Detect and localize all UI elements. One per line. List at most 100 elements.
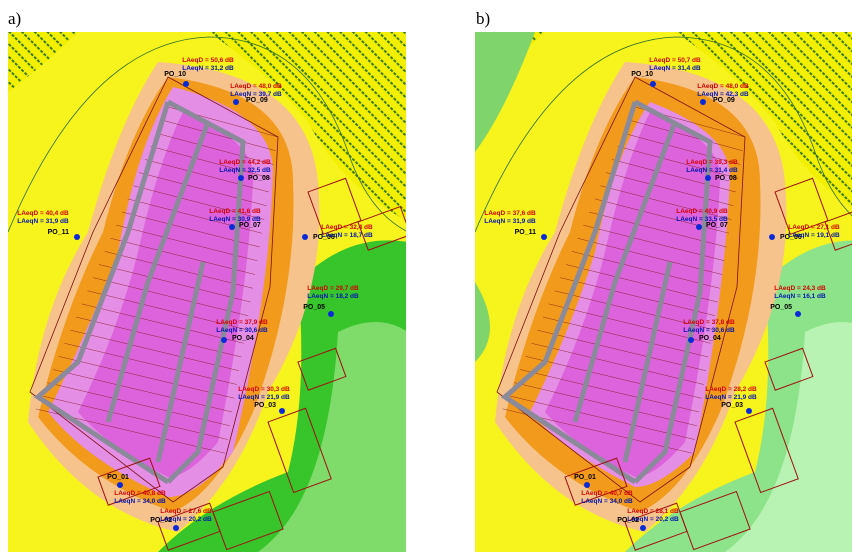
plot-outline — [496, 76, 746, 503]
day-level: LAeqD = 40,8 dB — [114, 490, 166, 497]
receptor-name: PO_09 — [713, 97, 735, 104]
parcel-line — [537, 329, 707, 371]
parcel-line — [554, 290, 713, 330]
night-level: LAeqN = 34,0 dB — [581, 498, 633, 505]
day-level: LAeqD = 24,3 dB — [774, 285, 826, 292]
day-level: LAeqD = 27,1 dB — [788, 224, 840, 231]
parcel-line — [600, 185, 732, 220]
receptor-point — [705, 175, 711, 181]
receptor-name: PO_02 — [150, 517, 172, 524]
night-level: LAeqN = 20,2 dB — [160, 516, 212, 523]
road — [500, 99, 713, 485]
receptor-point — [229, 224, 235, 230]
day-level: LAeqD = 44,2 dB — [219, 159, 271, 166]
receptor-name: PO_11 — [515, 229, 537, 236]
day-level: LAeqD = 29,7 dB — [307, 285, 359, 292]
building-lot — [764, 347, 814, 391]
receptor-name: PO_10 — [631, 71, 653, 78]
parcel-line — [150, 146, 272, 179]
parcel-line — [514, 382, 697, 426]
receptor-point — [302, 234, 308, 240]
parcel-line — [617, 146, 739, 179]
panel-label: a) — [8, 9, 21, 28]
day-level: LAeqD = 41,6 dB — [209, 208, 261, 215]
parcel-line — [162, 119, 276, 151]
parcel-line — [47, 382, 230, 426]
receptor-name: PO_01 — [107, 474, 129, 481]
night-level: LAeqN = 31,9 dB — [17, 218, 69, 225]
receptor-point — [279, 408, 285, 414]
receptor-point — [328, 311, 334, 317]
parcel-line — [571, 251, 720, 289]
receptor-name: PO_04 — [232, 335, 254, 342]
night-level: LAeqN = 34,0 dB — [114, 498, 166, 505]
night-level: LAeqN = 31,9 dB — [484, 218, 536, 225]
building-lot — [267, 407, 332, 494]
hatched-zone — [8, 32, 78, 92]
receptor-point — [238, 175, 244, 181]
green-zone-light — [725, 322, 852, 552]
parcel-line — [75, 316, 242, 358]
receptor-point — [221, 337, 227, 343]
parcel-line — [629, 119, 743, 151]
parcel-line — [58, 356, 235, 399]
night-level: LAeqN = 20,2 dB — [627, 516, 679, 523]
receptor-name: PO_11 — [48, 229, 70, 236]
day-level: LAeqD = 50,7 dB — [649, 57, 701, 64]
parcel-line — [93, 277, 249, 316]
night-level: LAeqN = 18,2 dB — [307, 293, 359, 300]
building-lot — [297, 347, 347, 391]
day-level: LAeqD = 32,4 dB — [321, 224, 373, 231]
parcel-line — [531, 343, 704, 385]
receptor-name: PO_01 — [574, 474, 596, 481]
receptor-name: PO_06 — [313, 234, 335, 241]
parcel-line — [133, 185, 265, 220]
receptor-point — [183, 81, 189, 87]
day-level: LAeqD = 37,8 dB — [683, 319, 735, 326]
parcel-line — [560, 277, 716, 316]
parcel-line — [542, 316, 709, 358]
parcel-line — [519, 369, 700, 413]
building-lot — [212, 490, 284, 551]
building-lot — [734, 407, 799, 494]
receptor-point — [74, 234, 80, 240]
night-level: LAeqN = 21,9 dB — [238, 394, 290, 401]
day-level: LAeqD = 30,3 dB — [238, 386, 290, 393]
green-zone-light — [258, 322, 406, 552]
day-level: LAeqD = 40,7 dB — [581, 490, 633, 497]
receptor-point — [541, 234, 547, 240]
boundary — [475, 36, 852, 233]
day-level: LAeqD = 39,3 dB — [686, 159, 738, 166]
parcel-line — [98, 264, 251, 303]
day-level: LAeqD = 28,2 dB — [705, 386, 757, 393]
day-level: LAeqD = 50,6 dB — [182, 57, 234, 64]
building-lot — [97, 457, 161, 506]
receptor-name: PO_02 — [617, 517, 639, 524]
building-lot — [824, 205, 852, 251]
receptor-point — [173, 525, 179, 531]
night-level: LAeqN = 31,4 dB — [649, 65, 701, 72]
receptor-name: PO_04 — [699, 335, 721, 342]
night-level: LAeqN = 18,7 dB — [321, 232, 373, 239]
night-level: LAeqN = 32,5 dB — [219, 167, 271, 174]
night-level: LAeqN = 39,7 dB — [230, 91, 282, 98]
hatched-zone — [675, 32, 852, 208]
parcel-line — [548, 303, 711, 344]
parcel-line — [110, 238, 256, 275]
day-level: LAeqD = 37,6 dB — [484, 210, 536, 217]
building-lot — [564, 457, 628, 506]
receptor-point — [117, 482, 123, 488]
night-level: LAeqN = 21,9 dB — [705, 394, 757, 401]
day-level: LAeqD = 48,0 dB — [230, 83, 282, 90]
receptor-point — [640, 525, 646, 531]
receptor-name: PO_05 — [303, 304, 325, 311]
parcel-line — [623, 133, 741, 165]
night-level: LAeqN = 42,3 dB — [697, 91, 749, 98]
building-lot — [357, 205, 406, 251]
receptor-point — [696, 224, 702, 230]
parcel-line — [70, 329, 240, 371]
parcel-line — [606, 172, 734, 206]
day-level: LAeqD = 40,4 dB — [17, 210, 69, 217]
